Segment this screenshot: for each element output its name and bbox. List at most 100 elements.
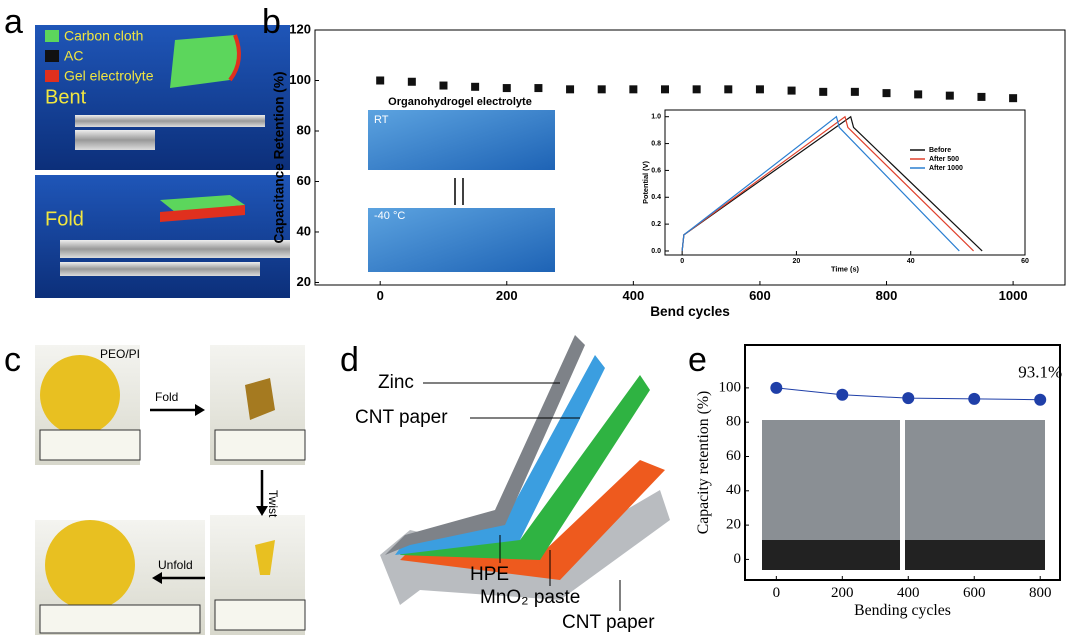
plot-frame (664, 109, 1026, 256)
layer-sketch (160, 205, 245, 222)
layer-label: CNT paper (562, 612, 655, 633)
sample (45, 520, 135, 610)
sample (245, 378, 275, 420)
x-tick-label: 600 (963, 585, 986, 601)
layer-label: Zinc (378, 372, 414, 393)
line (681, 115, 960, 252)
point (914, 90, 923, 99)
label: Bent (45, 86, 87, 108)
y-tick-label: 0.8 (651, 140, 661, 147)
y-tick-label: 0.2 (651, 221, 661, 228)
legend-swatch (45, 70, 59, 82)
x-axis-label: Time (s) (831, 265, 860, 274)
x-tick-label: 600 (749, 288, 771, 303)
x-tick-label: 60 (1021, 258, 1029, 265)
panel-letter: d (340, 341, 359, 379)
point (376, 76, 385, 85)
y-axis-label: Capacitance Retention (%) (272, 71, 287, 243)
ruler (39, 429, 141, 461)
point (787, 86, 796, 95)
label: -40 °C (374, 210, 405, 222)
legend-swatch (45, 30, 59, 42)
y-tick-label: 20 (297, 274, 311, 289)
point (661, 85, 669, 94)
step-label: Fold (155, 390, 178, 404)
legend-label: After 1000 (929, 165, 963, 172)
step-label: Unfold (158, 558, 193, 572)
ruler (214, 429, 306, 461)
y-tick-label: 60 (726, 448, 741, 464)
plot-frame (314, 29, 1066, 286)
photo (35, 175, 290, 298)
plot-frame (744, 344, 1061, 581)
x-tick-label: 400 (623, 288, 645, 303)
x-tick-label: 200 (496, 288, 518, 303)
x-tick-label: 400 (897, 585, 920, 601)
point (819, 87, 828, 96)
legend-label: Before (929, 147, 951, 154)
y-tick-label: 100 (719, 379, 742, 395)
point (439, 81, 448, 90)
y-axis-label: Potential (V) (641, 161, 650, 204)
x-axis-label: Bending cycles (854, 602, 951, 619)
point (836, 388, 849, 401)
point (629, 85, 638, 94)
label: PEO/PI (100, 347, 140, 361)
inset-title: Organohydrogel electrolyte (388, 96, 532, 108)
point (534, 84, 543, 93)
panel-letter: e (688, 341, 707, 379)
x-tick-label: 800 (876, 288, 898, 303)
legend-label: AC (64, 48, 83, 64)
x-axis-label: Bend cycles (650, 304, 730, 319)
point (902, 392, 915, 405)
point (968, 392, 981, 405)
point (770, 381, 783, 394)
x-tick-label: 20 (793, 258, 801, 265)
sample (255, 540, 275, 575)
point (471, 82, 480, 91)
panel-letter: c (4, 341, 21, 379)
photo (762, 540, 900, 570)
x-tick-label: 0 (680, 258, 684, 265)
layer-label: HPE (470, 564, 509, 585)
y-tick-label: 80 (726, 414, 741, 430)
layer (385, 335, 585, 555)
label: Fold (45, 208, 84, 230)
point (882, 89, 891, 98)
point (755, 85, 764, 94)
ruler (214, 599, 306, 631)
legend-label: After 500 (929, 156, 959, 163)
y-tick-label: 0.6 (651, 167, 661, 174)
arrow (152, 572, 162, 584)
point (566, 85, 575, 94)
layer-sketch (228, 34, 241, 82)
y-axis-label: Capacity retention (%) (695, 391, 712, 534)
annotation: 93.1% (1018, 363, 1062, 382)
x-tick-label: 800 (1029, 585, 1052, 601)
point (692, 85, 701, 94)
point (724, 85, 733, 94)
y-tick-label: 0 (734, 551, 742, 567)
x-tick-label: 200 (831, 585, 854, 601)
layer (380, 490, 670, 605)
ruler (39, 604, 201, 634)
layer-label: CNT paper (355, 407, 448, 428)
arrow (256, 506, 268, 516)
legend-label: Carbon cloth (64, 28, 143, 44)
device (60, 262, 260, 276)
step-label: Twist (266, 490, 280, 518)
photo (368, 110, 555, 170)
y-tick-label: 1.0 (651, 114, 661, 121)
y-tick-label: 40 (297, 223, 311, 238)
panel-letter: b (262, 3, 281, 41)
layer-label: MnO₂ paste (480, 587, 580, 608)
legend-swatch (45, 50, 59, 62)
point (407, 77, 416, 86)
x-tick-label: 0 (773, 585, 781, 601)
point (502, 84, 511, 93)
x-tick-label: 0 (377, 288, 384, 303)
panel-letter: a (4, 3, 23, 41)
layer-sketch (160, 195, 245, 212)
x-tick-label: 40 (907, 258, 915, 265)
